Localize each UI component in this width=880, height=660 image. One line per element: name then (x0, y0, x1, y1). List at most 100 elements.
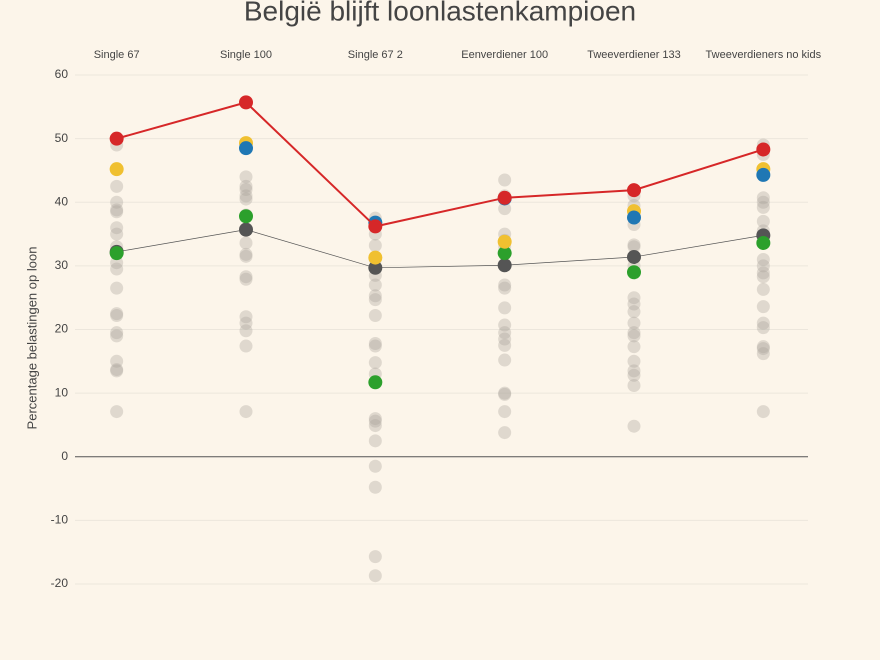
background-point (627, 419, 641, 433)
background-point (368, 356, 382, 370)
background-point (756, 200, 770, 214)
background-point (756, 214, 770, 228)
background-point (239, 249, 253, 263)
background-point (627, 316, 641, 330)
point (109, 246, 124, 261)
background-point (368, 550, 382, 564)
point (756, 235, 771, 250)
background-point (239, 183, 253, 197)
background-point (756, 270, 770, 284)
background-point (368, 414, 382, 428)
y-tick-label: 30 (55, 258, 69, 272)
background-point (110, 227, 124, 241)
point (239, 222, 253, 237)
background-point (110, 179, 124, 193)
background-point (239, 270, 253, 284)
chart-title: België blijft loonlastenkampioen (244, 0, 636, 26)
background-point (110, 363, 124, 377)
point (239, 95, 253, 110)
point (109, 162, 124, 177)
point (627, 249, 641, 264)
point (368, 375, 383, 390)
background-point (498, 426, 512, 440)
background-point (756, 259, 770, 273)
point (368, 260, 383, 275)
point (239, 209, 253, 224)
point (239, 141, 253, 156)
background-point (756, 340, 770, 354)
y-tick-label: 40 (55, 194, 69, 208)
background-point (110, 281, 124, 295)
background-point (627, 368, 641, 382)
y-tick-label: 60 (55, 67, 69, 81)
background-point (110, 221, 124, 235)
y-tick-label: 10 (55, 385, 69, 399)
background-point (110, 364, 124, 378)
background-point (756, 405, 770, 419)
point (368, 250, 383, 265)
y-tick-label: -20 (51, 576, 69, 590)
background-point (627, 297, 641, 311)
background-point (110, 307, 124, 321)
background-point (627, 238, 641, 252)
point (368, 219, 383, 234)
background-point (498, 301, 512, 315)
y-tick-label: 0 (61, 449, 68, 463)
background-point (627, 240, 641, 254)
background-point (110, 195, 124, 209)
background-point (627, 340, 641, 354)
background-point (239, 272, 253, 286)
background-point (239, 316, 253, 330)
background-point (368, 419, 382, 433)
background-point (627, 364, 641, 378)
background-point (756, 347, 770, 361)
background-point (368, 412, 382, 426)
background-point (239, 405, 253, 419)
background-point (368, 278, 382, 292)
background-point (498, 281, 512, 295)
background-point (756, 195, 770, 209)
background-point (110, 203, 124, 217)
series-line (116, 229, 764, 269)
background-point (239, 339, 253, 353)
background-point (498, 326, 512, 340)
background-point (239, 179, 253, 193)
background-point (756, 282, 770, 296)
background-point (756, 316, 770, 330)
background-point (368, 569, 382, 583)
background-point (756, 300, 770, 314)
y-tick-label: -10 (51, 513, 69, 527)
background-point (627, 305, 641, 319)
background-point (110, 256, 124, 270)
point (756, 167, 771, 182)
background-point (368, 289, 382, 303)
background-point (627, 326, 641, 340)
x-tick-label: Single 100 (220, 49, 272, 61)
background-point (368, 480, 382, 494)
point (756, 142, 771, 157)
x-tick-label: Single 67 (94, 49, 140, 61)
background-point (498, 405, 512, 419)
point (497, 234, 512, 249)
y-axis-label: Percentage belastingen op loon (24, 247, 39, 430)
background-point (498, 173, 512, 187)
background-point (110, 405, 124, 419)
background-point (110, 354, 124, 368)
point (627, 210, 641, 225)
background-point (498, 332, 512, 346)
background-point (498, 278, 512, 292)
background-point (498, 202, 512, 216)
y-tick-label: 20 (55, 322, 69, 336)
x-tick-label: Tweeverdieners no kids (706, 49, 822, 61)
point (497, 190, 512, 205)
background-point (239, 247, 253, 261)
background-point (756, 321, 770, 335)
background-point (756, 266, 770, 280)
background-point (239, 310, 253, 324)
background-point (239, 192, 253, 206)
background-point (110, 309, 124, 323)
background-point (498, 386, 512, 400)
x-tick-label: Single 67 2 (348, 49, 403, 61)
